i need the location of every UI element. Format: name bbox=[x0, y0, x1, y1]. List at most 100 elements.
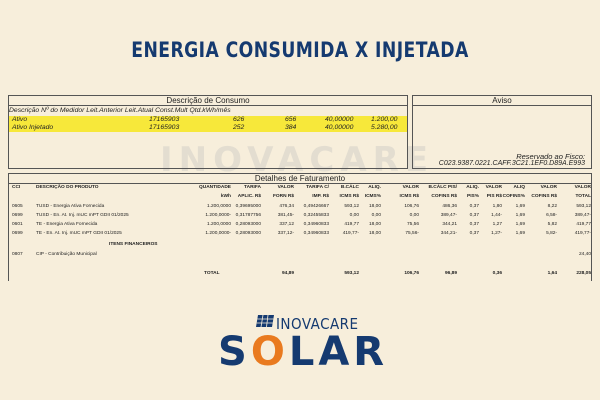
consumo-row: Ativo Injetado 17165903 252 384 40,00000… bbox=[9, 124, 407, 132]
table-cell: 1,44- bbox=[491, 213, 502, 218]
table-cell: TARIFA C/ bbox=[306, 185, 329, 190]
table-cell: CIP - Contribuição Municipal bbox=[36, 252, 97, 257]
itens-financeiros-label: ITENS FINANCEIROS bbox=[9, 241, 593, 248]
table-cell: 0601 bbox=[12, 222, 23, 227]
faturamento-box: Detalhes de Faturamento CCI DESCRIÇÃO DO … bbox=[8, 173, 592, 281]
table-cell: 593,12 bbox=[344, 271, 359, 276]
table-cell: 419,77 bbox=[344, 222, 359, 227]
table-cell: ICMS% bbox=[364, 194, 381, 199]
consumo-row: Ativo 17165903 626 656 40,00000 1.200,00 bbox=[9, 116, 407, 124]
table-cell: 419,77- bbox=[342, 231, 359, 236]
table-cell: IMP. R$ bbox=[312, 194, 329, 199]
table-cell: 96,89 bbox=[444, 271, 457, 276]
page-title: ENERGIA CONSUMIDA X INJETADA bbox=[131, 38, 469, 62]
table-cell: 228,05 bbox=[576, 271, 591, 276]
table-cell: 0,00 bbox=[409, 213, 419, 218]
table-cell: 1,69 bbox=[515, 213, 525, 218]
col-qtd-kwh: Qtd.kWh/mês bbox=[189, 107, 231, 114]
table-cell: VALOR bbox=[540, 185, 557, 190]
table-cell: 106,76 bbox=[404, 204, 419, 209]
inovacare-solar-logo: INOVACARE SOLAR bbox=[218, 312, 388, 376]
table-cell: 419,77 bbox=[576, 222, 591, 227]
table-cell: 0,37 bbox=[469, 204, 479, 209]
table-cell: 1,80 bbox=[492, 204, 502, 209]
table-cell: 1.200,0000 bbox=[206, 204, 231, 209]
table-cell: FORN R$ bbox=[272, 194, 294, 199]
table-cell: ITENS FINANCEIROS bbox=[109, 242, 158, 247]
table-cell: 0807 bbox=[12, 252, 23, 257]
table-cell: TE - Energia Ativa Fornecida bbox=[36, 222, 98, 227]
table-row: 0807 CIP - Contribuição Municipal 24,40 bbox=[9, 251, 593, 258]
table-cell: 18,00 bbox=[368, 204, 381, 209]
table-cell: 0699 bbox=[12, 213, 23, 218]
table-cell: 0,37 bbox=[469, 231, 479, 236]
cell: 40,00000 bbox=[325, 124, 354, 131]
total-row: TOTAL 94,89 593,12 106,76 96,89 0,36 1,64 228,0… bbox=[9, 270, 593, 277]
table-row: 0601 TE - Energia Ativa Fornecida 1.200,00… bbox=[9, 221, 593, 228]
table-cell: COFINS R$ bbox=[531, 194, 557, 199]
table-cell: APLIC. R$ bbox=[237, 194, 261, 199]
table-cell: 476,34 bbox=[279, 204, 294, 209]
table-cell: VALOR bbox=[485, 185, 502, 190]
table-cell: PIS R$ bbox=[486, 194, 502, 199]
cell: Ativo bbox=[12, 116, 28, 123]
fisco-label: Reservado ao Fisco: bbox=[516, 152, 585, 161]
table-row: kWh APLIC. R$ FORN R$ IMP. R$ ICMS R$ ICMS% IC… bbox=[9, 193, 593, 200]
cell: 252 bbox=[233, 124, 245, 131]
table-cell: 0,28093000 bbox=[235, 222, 261, 227]
logo-lar: LAR bbox=[288, 329, 389, 375]
table-cell: 6,58- bbox=[546, 213, 557, 218]
aviso-box: Aviso Reservado ao Fisco: C023.9387.0221… bbox=[412, 95, 592, 169]
table-cell: 593,12 bbox=[576, 204, 591, 209]
cell: 384 bbox=[285, 124, 297, 131]
table-cell: TARIFA bbox=[244, 185, 261, 190]
consumo-box: Descrição de Consumo Descrição Nº do Med… bbox=[8, 95, 408, 169]
table-cell: TUSD - En. At. Inj. mUC mPT GDII 01/2025 bbox=[36, 213, 129, 218]
table-cell: ALIQ. bbox=[368, 185, 381, 190]
table-cell: DESCRIÇÃO DO PRODUTO bbox=[36, 185, 99, 190]
cell: 40,00000 bbox=[325, 116, 354, 123]
table-cell: 75,56 bbox=[406, 222, 419, 227]
table-cell: ICMS R$ bbox=[399, 194, 419, 199]
faturamento-title: Detalhes de Faturamento bbox=[9, 174, 591, 184]
table-cell: 344,21- bbox=[440, 231, 457, 236]
table-cell: ALIQ. bbox=[466, 185, 479, 190]
table-cell: B.CÁLC PIS/ bbox=[428, 185, 457, 190]
fisco-code: C023.9387.0221.CAFF.3C21.1EF0.D89A.E993 bbox=[438, 160, 585, 167]
table-cell: CCI bbox=[12, 185, 21, 190]
solar-panel-icon bbox=[256, 314, 274, 328]
table-cell: VALOR bbox=[277, 185, 294, 190]
consumo-header: Descrição Nº do Medidor Leit.Anterior Le… bbox=[9, 107, 407, 115]
table-cell: 5,82- bbox=[546, 231, 557, 236]
table-row: 0699 TE - En. At. Inj. mUC mPT GDII 01/20… bbox=[9, 230, 593, 237]
logo-main-text: SOLAR bbox=[218, 330, 388, 374]
table-cell: 593,12 bbox=[344, 204, 359, 209]
table-cell: 337,12- bbox=[277, 231, 294, 236]
table-cell: 0,34960833 bbox=[303, 222, 329, 227]
table-cell: VALOR bbox=[574, 185, 591, 190]
table-cell: B.CÁLC bbox=[340, 185, 359, 190]
cell: 656 bbox=[285, 116, 297, 123]
table-cell: 389,47- bbox=[574, 213, 591, 218]
table-cell: 5,82 bbox=[547, 222, 557, 227]
logo-o: O bbox=[250, 329, 289, 375]
table-cell: kWh bbox=[220, 194, 231, 199]
table-cell: 0,37 bbox=[469, 213, 479, 218]
table-cell: 8,22 bbox=[547, 204, 557, 209]
table-cell: 337,12 bbox=[279, 222, 294, 227]
table-cell: 75,56- bbox=[405, 231, 419, 236]
table-cell: 1,27 bbox=[492, 222, 502, 227]
table-cell: PIS% bbox=[467, 194, 479, 199]
table-cell: 0,39695000 bbox=[235, 204, 261, 209]
table-cell: 18,00 bbox=[368, 231, 381, 236]
table-cell: COFINS R$ bbox=[431, 194, 457, 199]
cell: 1.200,00 bbox=[371, 116, 398, 123]
table-cell: VALOR bbox=[402, 185, 419, 190]
table-cell: COFINS% bbox=[502, 194, 525, 199]
invoice-sheet: Descrição de Consumo Descrição Nº do Med… bbox=[8, 95, 592, 281]
cell: 5.280,00 bbox=[371, 124, 398, 131]
table-cell: 0,49426667 bbox=[303, 204, 329, 209]
table-cell: 344,21 bbox=[442, 222, 457, 227]
table-cell: 0,31787756 bbox=[235, 213, 261, 218]
table-cell: TOTAL bbox=[204, 271, 220, 276]
